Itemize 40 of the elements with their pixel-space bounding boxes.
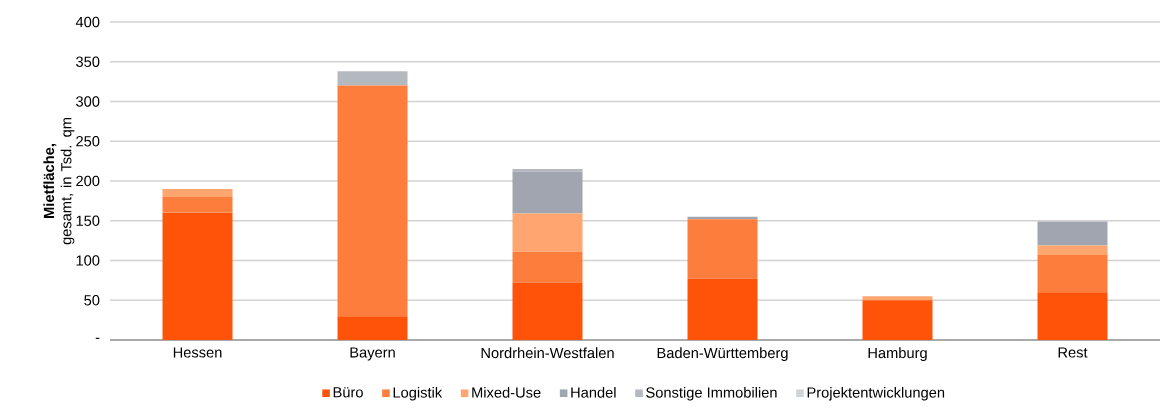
legend-label: Büro — [333, 387, 363, 398]
bar — [862, 300, 933, 340]
bar — [337, 85, 408, 317]
y-tick-label: 100 — [76, 255, 100, 266]
bar — [687, 219, 758, 279]
bar — [337, 316, 408, 340]
y-tick-label: 250 — [76, 136, 100, 147]
bar — [512, 282, 583, 340]
y-axis-title: Mietfläche, gesamt, in Tsd. qm — [43, 118, 75, 245]
legend-label: Handel — [571, 386, 616, 398]
bar — [862, 296, 933, 301]
y-tick-label: 350 — [76, 56, 100, 67]
bar — [512, 251, 583, 283]
y-tick-label: 150 — [76, 215, 100, 226]
bar — [162, 212, 233, 340]
x-tick-label: Nordrhein-Westfalen — [481, 347, 614, 359]
bar — [512, 213, 583, 252]
bar — [1037, 245, 1108, 255]
x-tick-label: Rest — [1058, 347, 1088, 358]
legend-label: Mixed-Use — [472, 386, 541, 398]
bar — [162, 188, 233, 197]
bar — [512, 171, 583, 214]
x-tick-label: Hessen — [173, 347, 222, 358]
bar — [687, 278, 758, 340]
bar — [162, 196, 233, 213]
x-tick-label: Hamburg — [868, 347, 927, 362]
y-tick-label: 50 — [84, 295, 100, 306]
x-tick-label: Bayern — [350, 347, 395, 361]
y-tick-label: - — [95, 337, 100, 339]
bar — [1037, 254, 1108, 293]
legend-label: Projektentwicklungen — [807, 386, 945, 401]
x-tick-label: Baden-Württemberg — [657, 347, 788, 362]
bar — [337, 71, 408, 86]
bar — [1037, 221, 1108, 246]
bar — [1037, 292, 1108, 340]
legend-label: Logistik — [393, 386, 443, 401]
legend-label: Sonstige Immobilien — [646, 386, 777, 401]
y-tick-label: 400 — [75, 16, 100, 28]
y-tick-label: 200 — [76, 175, 100, 187]
y-tick-label: 300 — [76, 96, 100, 107]
